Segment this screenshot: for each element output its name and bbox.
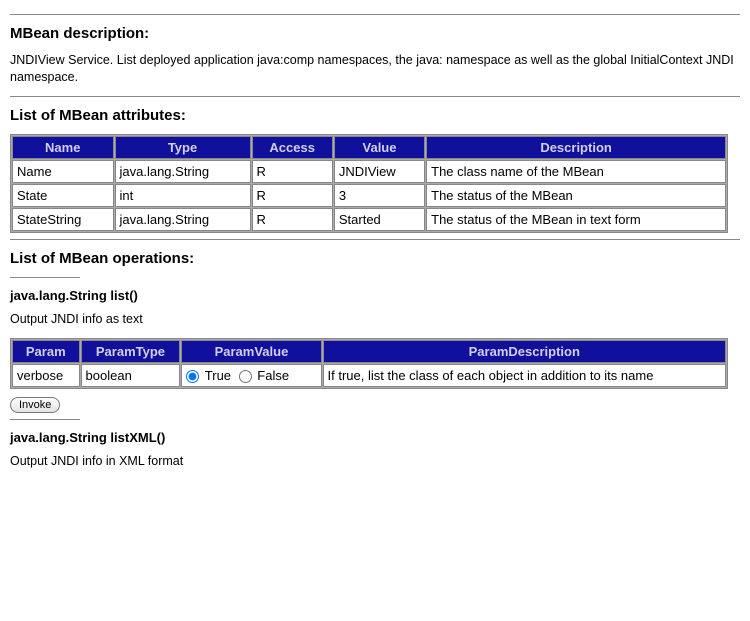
mbean-description-text: JNDIView Service. List deployed applicat… — [10, 52, 740, 86]
verbose-false-label: False — [257, 368, 289, 383]
param-name-cell: verbose — [12, 364, 80, 387]
cell: The status of the MBean in text form — [426, 208, 726, 231]
table-row: State int R 3 The status of the MBean — [12, 184, 726, 207]
divider-2 — [10, 239, 740, 240]
col-paramtype: ParamType — [81, 340, 181, 363]
verbose-true-label: True — [205, 368, 231, 383]
cell: Started — [334, 208, 425, 231]
divider-short-1 — [10, 277, 80, 278]
cell: StateString — [12, 208, 114, 231]
table-row: verbose boolean True False If true, list… — [12, 364, 726, 387]
col-type: Type — [115, 136, 251, 159]
mbean-description-heading: MBean description: — [10, 25, 740, 42]
cell: Name — [12, 160, 114, 183]
col-access: Access — [252, 136, 333, 159]
col-paramdesc: ParamDescription — [323, 340, 726, 363]
table-header-row: Param ParamType ParamValue ParamDescript… — [12, 340, 726, 363]
col-description: Description — [426, 136, 726, 159]
divider-top — [10, 14, 740, 15]
cell: 3 — [334, 184, 425, 207]
verbose-false-radio[interactable] — [239, 370, 252, 383]
col-paramvalue: ParamValue — [181, 340, 321, 363]
cell: int — [115, 184, 251, 207]
cell: R — [252, 184, 333, 207]
verbose-true-radio[interactable] — [186, 370, 199, 383]
cell: R — [252, 160, 333, 183]
mbean-operations-heading: List of MBean operations: — [10, 250, 740, 267]
invoke-button[interactable]: Invoke — [10, 397, 60, 413]
cell: R — [252, 208, 333, 231]
cell: The class name of the MBean — [426, 160, 726, 183]
param-desc-cell: If true, list the class of each object i… — [323, 364, 726, 387]
mbean-attributes-heading: List of MBean attributes: — [10, 107, 740, 124]
operation-listxml-desc: Output JNDI info in XML format — [10, 453, 740, 470]
params-table: Param ParamType ParamValue ParamDescript… — [10, 338, 728, 389]
attributes-table: Name Type Access Value Description Name … — [10, 134, 728, 233]
col-param: Param — [12, 340, 80, 363]
table-row: Name java.lang.String R JNDIView The cla… — [12, 160, 726, 183]
cell: State — [12, 184, 114, 207]
divider-1 — [10, 96, 740, 97]
col-value: Value — [334, 136, 425, 159]
cell: java.lang.String — [115, 208, 251, 231]
table-row: StateString java.lang.String R Started T… — [12, 208, 726, 231]
table-header-row: Name Type Access Value Description — [12, 136, 726, 159]
cell: java.lang.String — [115, 160, 251, 183]
operation-list-signature: java.lang.String list() — [10, 288, 740, 303]
col-name: Name — [12, 136, 114, 159]
param-value-cell: True False — [181, 364, 321, 387]
divider-short-2 — [10, 419, 80, 420]
cell: JNDIView — [334, 160, 425, 183]
operation-listxml-signature: java.lang.String listXML() — [10, 430, 740, 445]
param-type-cell: boolean — [81, 364, 181, 387]
cell: The status of the MBean — [426, 184, 726, 207]
operation-list-desc: Output JNDI info as text — [10, 311, 740, 328]
